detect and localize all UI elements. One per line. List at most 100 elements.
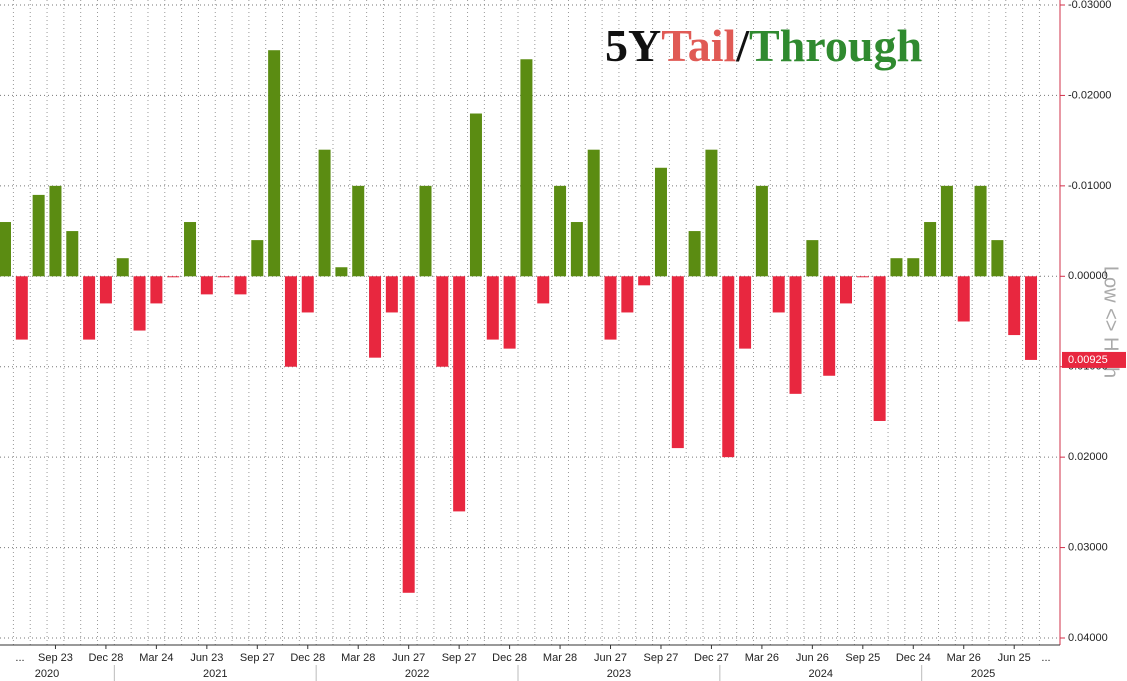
- bar: [133, 276, 146, 331]
- bar: [957, 276, 970, 322]
- x-tick-label: Mar 26: [745, 652, 779, 664]
- bar: [537, 276, 550, 304]
- y-tick-label: -0.02000: [1068, 89, 1111, 101]
- bar: [940, 185, 953, 277]
- bar: [0, 222, 11, 277]
- bar: [755, 185, 768, 277]
- bar: [705, 149, 718, 277]
- bar: [570, 222, 583, 277]
- bar: [32, 194, 45, 277]
- title-part: Through: [749, 20, 922, 71]
- bar: [823, 276, 836, 376]
- bar: [66, 231, 79, 277]
- year-label: 2024: [809, 668, 833, 680]
- x-tick-label: Jun 26: [796, 652, 829, 664]
- x-tick-label: Sep 23: [38, 652, 73, 664]
- title-part: 5Y: [605, 20, 661, 71]
- x-tick-label: Jun 23: [190, 652, 223, 664]
- year-label: 2022: [405, 668, 429, 680]
- chart-title: 5YTail/Through: [605, 20, 922, 71]
- bar: [856, 276, 869, 278]
- year-label: 2020: [35, 668, 59, 680]
- bar: [924, 222, 937, 277]
- bar: [217, 276, 230, 278]
- bar: [15, 276, 28, 340]
- x-tick-label: Sep 27: [240, 652, 275, 664]
- y-tick-label: -0.03000: [1068, 0, 1111, 11]
- x-tick-label: Jun 27: [594, 652, 627, 664]
- bar: [419, 185, 432, 277]
- bar: [604, 276, 617, 340]
- year-label: 2025: [971, 668, 995, 680]
- bar: [234, 276, 247, 295]
- x-tick-label: Sep 27: [442, 652, 477, 664]
- x-tick-label: Jun 27: [392, 652, 425, 664]
- x-tick-label: Sep 25: [845, 652, 880, 664]
- bar: [772, 276, 785, 313]
- bar: [402, 276, 415, 593]
- bar: [453, 276, 466, 512]
- bar: [638, 276, 651, 286]
- bar: [873, 276, 886, 421]
- x-tick-label: Dec 27: [694, 652, 729, 664]
- y-tick-label: -0.01000: [1068, 180, 1111, 192]
- bar: [520, 59, 533, 277]
- x-edge-label: ...: [1041, 652, 1050, 664]
- bar: [200, 276, 213, 295]
- x-tick-label: Mar 28: [543, 652, 577, 664]
- bar: [184, 222, 197, 277]
- bar: [1008, 276, 1021, 336]
- y-tick-label: 0.02000: [1068, 451, 1108, 463]
- last-value-box: [1062, 351, 1126, 368]
- year-label: 2021: [203, 668, 227, 680]
- bar: [587, 149, 600, 277]
- bar: [318, 149, 331, 277]
- x-tick-label: Dec 28: [290, 652, 325, 664]
- x-tick-label: Sep 27: [644, 652, 679, 664]
- bar: [1025, 276, 1038, 360]
- year-label: 2023: [607, 668, 631, 680]
- bar: [991, 240, 1004, 277]
- bar: [167, 276, 180, 278]
- bar: [150, 276, 163, 304]
- bar: [436, 276, 449, 367]
- bar: [301, 276, 314, 313]
- bar: [469, 113, 482, 277]
- bar: [268, 50, 281, 277]
- x-tick-label: Dec 24: [896, 652, 931, 664]
- y-tick-label: 0.04000: [1068, 632, 1108, 644]
- bar: [503, 276, 516, 349]
- bar: [739, 276, 752, 349]
- x-tick-label: Dec 28: [492, 652, 527, 664]
- bar: [907, 258, 920, 277]
- bar: [654, 167, 667, 277]
- bar: [840, 276, 852, 304]
- bar: [806, 240, 819, 277]
- bar: [352, 185, 365, 277]
- title-part: /: [735, 20, 750, 71]
- bar: [974, 185, 987, 277]
- bar: [335, 267, 348, 277]
- bar: [688, 231, 701, 277]
- bar: [554, 185, 567, 277]
- bar: [116, 258, 129, 277]
- x-tick-label: Mar 24: [139, 652, 173, 664]
- x-edge-label: ...: [15, 652, 24, 664]
- title-part: Tail: [661, 20, 736, 71]
- y-tick-label: 0.00000: [1068, 270, 1108, 282]
- bar: [83, 276, 96, 340]
- bar: [284, 276, 297, 367]
- bar: [722, 276, 735, 458]
- y-tick-label: 0.03000: [1068, 541, 1108, 553]
- bar: [671, 276, 684, 449]
- bar: [890, 258, 903, 277]
- bar: [486, 276, 499, 340]
- bar: [369, 276, 382, 358]
- bar: [385, 276, 398, 313]
- last-value-label: 0.00925: [1068, 354, 1108, 366]
- bar: [789, 276, 802, 394]
- x-tick-label: Jun 25: [998, 652, 1031, 664]
- bar: [49, 185, 62, 277]
- y-axis-label: Low <> High: [1100, 266, 1122, 378]
